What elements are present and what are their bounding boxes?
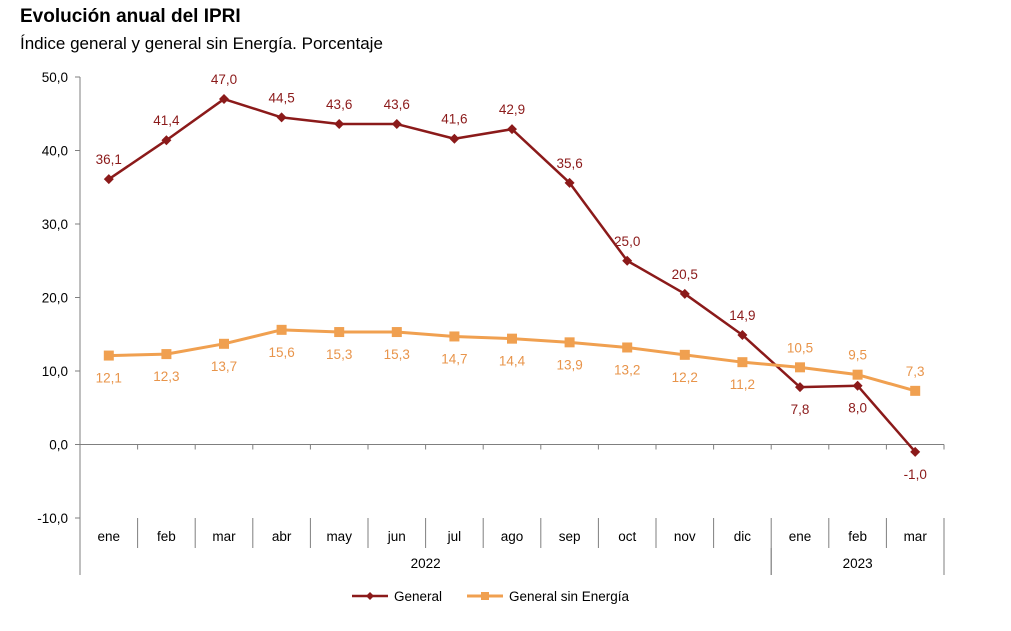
series-line-general — [108, 97, 917, 453]
data-point-general-sin-energia — [910, 385, 921, 396]
x-tick-label: abr — [272, 529, 292, 544]
data-point-general — [910, 446, 921, 457]
data-label: 15,6 — [268, 345, 294, 360]
legend-label: General sin Energía — [509, 589, 630, 604]
data-label: 7,8 — [791, 402, 810, 417]
chart-title: Evolución anual del IPRI — [20, 6, 241, 27]
y-tick-label: 10,0 — [42, 364, 68, 379]
data-label: 9,5 — [848, 348, 867, 363]
data-point-general-sin-energia — [507, 333, 517, 344]
data-label: 35,6 — [556, 156, 582, 171]
data-point-general — [622, 255, 633, 266]
data-label: 10,5 — [787, 340, 813, 355]
x-tick-label: mar — [904, 529, 928, 544]
data-point-general — [334, 119, 345, 130]
x-tick-label: jun — [387, 529, 406, 544]
data-label: 14,7 — [441, 351, 467, 366]
data-point-general — [679, 288, 690, 299]
data-point-general-sin-energia — [449, 331, 460, 342]
data-point-general-sin-energia — [622, 342, 633, 353]
data-point-general — [161, 135, 172, 146]
data-point-general-sin-energia — [564, 337, 575, 348]
data-point-general — [852, 380, 863, 391]
x-tick-label: mar — [212, 529, 236, 544]
data-point-general — [103, 174, 114, 185]
data-point-general-sin-energia — [219, 338, 229, 349]
data-label: 12,2 — [672, 370, 698, 385]
y-tick-label: -10,0 — [37, 511, 68, 526]
data-label: 12,1 — [96, 371, 122, 386]
data-point-general — [737, 329, 748, 340]
data-label: 25,0 — [614, 234, 640, 249]
data-point-general-sin-energia — [795, 362, 805, 373]
data-label: 47,0 — [211, 72, 237, 87]
data-label: 42,9 — [499, 102, 525, 117]
data-point-general-sin-energia — [276, 324, 287, 335]
data-label: -1,0 — [904, 467, 927, 482]
y-tick-label: 20,0 — [42, 291, 68, 306]
x-tick-label: ene — [98, 529, 121, 544]
x-tick-label: sep — [559, 529, 581, 544]
x-tick-label: feb — [157, 529, 176, 544]
data-point-general-sin-energia — [103, 350, 114, 361]
data-point-general-sin-energia — [161, 349, 172, 360]
data-label: 36,1 — [96, 152, 122, 167]
data-point-general-sin-energia — [679, 349, 690, 360]
data-point-general — [449, 133, 460, 144]
x-tick-label: dic — [734, 529, 752, 544]
year-label: 2023 — [843, 556, 873, 571]
y-tick-label: 50,0 — [42, 70, 68, 85]
data-label: 43,6 — [384, 97, 410, 112]
x-tick-label: ene — [789, 529, 812, 544]
x-tick-label: oct — [618, 529, 636, 544]
legend-marker-diamond — [366, 592, 374, 600]
data-label: 43,6 — [326, 97, 352, 112]
data-point-general — [795, 382, 805, 393]
data-label: 13,2 — [614, 362, 640, 377]
legend-marker-square — [481, 592, 489, 600]
y-tick-label: 30,0 — [42, 217, 68, 232]
x-tick-label: may — [326, 529, 352, 544]
data-label: 15,3 — [326, 347, 352, 362]
y-tick-label: 0,0 — [49, 438, 68, 453]
y-tick-label: 40,0 — [42, 144, 68, 159]
x-tick-label: ago — [501, 529, 524, 544]
data-label: 11,2 — [730, 377, 755, 392]
data-point-general — [219, 94, 229, 105]
data-point-general — [391, 119, 402, 130]
data-label: 12,3 — [153, 369, 179, 384]
data-point-general-sin-energia — [334, 327, 345, 338]
data-label: 7,3 — [906, 364, 925, 379]
year-label: 2022 — [411, 556, 441, 571]
data-point-general-sin-energia — [391, 327, 402, 338]
data-label: 14,9 — [729, 308, 755, 323]
data-label: 13,7 — [211, 359, 237, 374]
x-tick-label: nov — [674, 529, 696, 544]
data-point-general — [564, 177, 575, 188]
data-point-general-sin-energia — [852, 369, 863, 380]
data-label: 8,0 — [848, 401, 867, 416]
data-point-general — [507, 124, 517, 135]
data-label: 20,5 — [672, 267, 698, 282]
x-tick-label: jul — [447, 529, 462, 544]
data-label: 41,4 — [153, 113, 180, 128]
data-point-general-sin-energia — [737, 357, 748, 368]
data-label: 44,5 — [268, 90, 294, 105]
data-point-general — [276, 112, 287, 123]
data-label: 15,3 — [384, 347, 410, 362]
data-label: 41,6 — [441, 112, 467, 127]
data-label: 14,4 — [499, 354, 526, 369]
x-tick-label: feb — [848, 529, 867, 544]
legend-label: General — [394, 589, 442, 604]
chart-subtitle: Índice general y general sin Energía. Po… — [20, 34, 383, 53]
data-label: 13,9 — [556, 357, 582, 372]
